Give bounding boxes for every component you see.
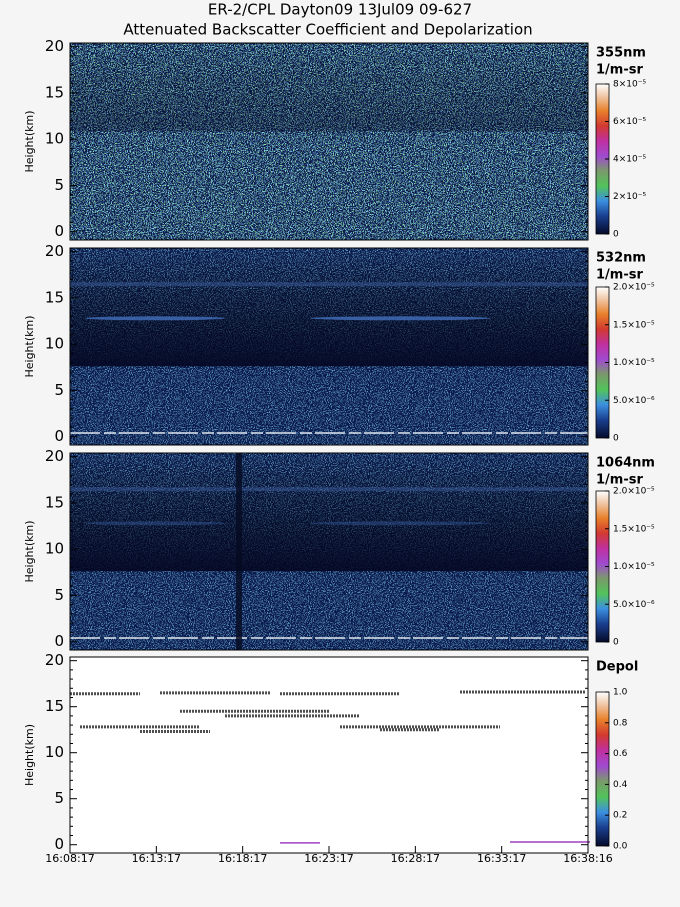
y-tick-label: 0	[54, 427, 64, 445]
y-tick-label: 20	[45, 242, 64, 260]
y-tick-label: 20	[45, 651, 64, 669]
colorbar-title: 532nm	[596, 251, 646, 266]
plot-area	[70, 657, 588, 853]
chart-title: ER-2/CPL Dayton09 13Jul09 09-627	[208, 1, 472, 19]
dropout	[236, 453, 242, 650]
colorbar-tick-label: 0.2	[613, 811, 627, 821]
y-tick-label: 5	[54, 176, 64, 194]
colorbar-title: 1/m-sr	[596, 63, 643, 78]
x-tick-label: 16:38:16	[563, 852, 612, 865]
colorbar	[595, 691, 610, 847]
colorbar-title: Depol	[596, 660, 638, 675]
colorbar-tick-label: 0.0	[613, 842, 628, 852]
colorbar-tick-label: 2.0×10⁻⁵	[613, 487, 655, 497]
axes-frame	[69, 452, 589, 651]
colorbar-tick-label: 1.5×10⁻⁵	[613, 320, 655, 330]
cloud-layer	[85, 521, 225, 526]
colorbar-title: 1/m-sr	[596, 268, 643, 283]
colorbar-tick-label: 0.8	[613, 718, 628, 728]
x-tick-label: 16:13:17	[132, 852, 181, 865]
colorbar-tick-label: 6×10⁻⁵	[613, 117, 646, 127]
axes-frame	[69, 42, 589, 241]
colorbar-title: 1064nm	[596, 456, 655, 471]
colorbar-tick-label: 1.0×10⁻⁵	[613, 358, 655, 368]
colorbar-title: 1/m-sr	[596, 473, 643, 488]
y-tick-label: 20	[45, 447, 64, 465]
x-tick-label: 16:18:17	[218, 852, 267, 865]
x-tick-label: 16:08:17	[45, 852, 94, 865]
y-tick-label: 15	[45, 493, 64, 511]
colorbar-tick-label: 0.6	[613, 749, 628, 759]
axes-frame	[69, 247, 589, 446]
y-tick-label: 10	[45, 130, 64, 148]
colorbar-tick-label: 2.0×10⁻⁵	[613, 283, 655, 293]
colorbar-tick-label: 0	[613, 434, 619, 444]
y-tick-label: 5	[54, 789, 64, 807]
cloud-layer	[85, 316, 225, 321]
colorbar-tick-label: 5.0×10⁻⁶	[613, 600, 655, 610]
y-axis-label: Height(km)	[23, 315, 36, 377]
y-tick-label: 0	[54, 222, 64, 240]
chart-subtitle: Attenuated Backscatter Coefficient and D…	[123, 21, 532, 39]
colorbar-tick-label: 4×10⁻⁵	[613, 155, 646, 165]
y-axis-label: Height(km)	[23, 110, 36, 172]
cloud-layer	[310, 521, 490, 526]
cloud-layer	[70, 282, 588, 287]
signal-fade	[70, 43, 588, 132]
y-tick-label: 15	[45, 83, 64, 101]
y-tick-label: 20	[45, 37, 64, 55]
colorbar-tick-label: 5.0×10⁻⁶	[613, 396, 655, 406]
x-tick-label: 16:23:17	[304, 852, 353, 865]
cloud-layer	[70, 487, 588, 492]
y-axis-label: Height(km)	[23, 724, 36, 786]
y-axis-label: Height(km)	[23, 520, 36, 582]
y-tick-label: 0	[54, 632, 64, 650]
y-tick-label: 10	[45, 743, 64, 761]
colorbar-title: 355nm	[596, 46, 646, 61]
y-tick-label: 10	[45, 335, 64, 353]
x-tick-label: 16:28:17	[391, 852, 440, 865]
cloud-layer	[310, 316, 490, 321]
signal-fade	[70, 452, 588, 572]
y-tick-label: 15	[45, 697, 64, 715]
y-tick-label: 0	[54, 835, 64, 853]
colorbar-tick-label: 1.5×10⁻⁵	[613, 524, 655, 534]
y-tick-label: 15	[45, 288, 64, 306]
y-tick-label: 5	[54, 586, 64, 604]
x-tick-label: 16:33:17	[477, 852, 526, 865]
colorbar-tick-label: 0	[613, 230, 619, 240]
colorbar-tick-label: 2×10⁻⁵	[613, 192, 646, 202]
y-tick-label: 10	[45, 540, 64, 558]
colorbar-tick-label: 1.0×10⁻⁵	[613, 562, 655, 572]
colorbar-tick-label: 0	[613, 638, 619, 648]
y-tick-label: 5	[54, 381, 64, 399]
signal-fade	[70, 248, 588, 367]
colorbar-tick-label: 0.4	[613, 780, 628, 790]
colorbar-tick-label: 1.0	[613, 688, 628, 698]
colorbar-tick-label: 8×10⁻⁵	[613, 80, 646, 90]
